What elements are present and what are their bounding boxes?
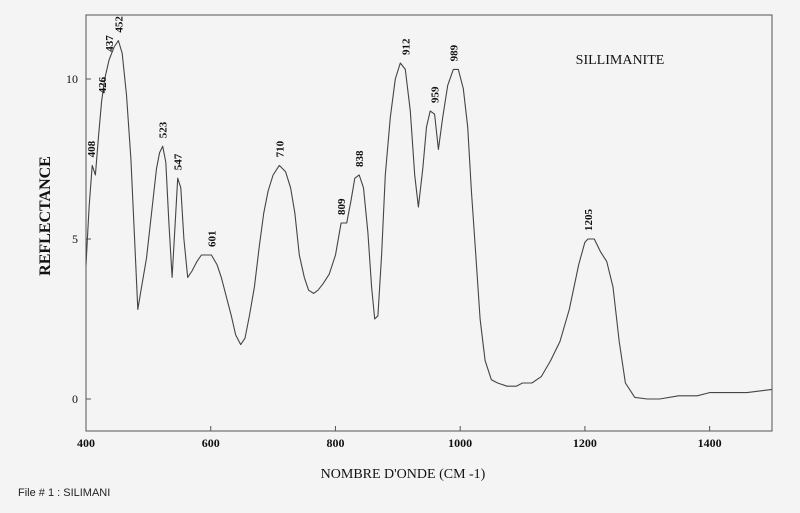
peak-label: 989 bbox=[448, 44, 460, 61]
x-tick-label: 600 bbox=[202, 436, 220, 450]
peak-label: 408 bbox=[86, 140, 98, 157]
x-tick-label: 1200 bbox=[573, 436, 597, 450]
peak-label: 523 bbox=[158, 121, 170, 138]
peak-label: 1205 bbox=[583, 209, 595, 232]
x-axis-ticks: 400 600 800 1000 1200 1400 bbox=[77, 426, 722, 450]
y-tick-label: 10 bbox=[66, 72, 78, 86]
peak-label: 437 bbox=[104, 35, 116, 52]
plot-frame bbox=[85, 14, 773, 432]
x-tick-label: 1000 bbox=[448, 436, 472, 450]
file-footer: File # 1 : SILIMANI bbox=[18, 487, 111, 499]
peak-label: 710 bbox=[274, 140, 286, 157]
peak-label: 547 bbox=[173, 153, 185, 170]
x-tick-label: 1400 bbox=[698, 436, 722, 450]
x-tick-label: 400 bbox=[77, 436, 95, 450]
peak-label: 452 bbox=[113, 16, 125, 33]
x-axis-label: NOMBRE D'ONDE (CM -1) bbox=[321, 467, 486, 482]
peak-label: 959 bbox=[430, 86, 442, 103]
peak-annotations: 408 426 437 452 523 547 601 710 809 838 912 959 989 1… bbox=[86, 16, 595, 247]
y-axis-label: REFLECTANCE bbox=[37, 156, 54, 276]
peak-label: 426 bbox=[97, 76, 109, 93]
y-tick-label: 0 bbox=[72, 392, 78, 406]
peak-label: 912 bbox=[400, 38, 412, 55]
peak-label: 601 bbox=[206, 231, 218, 248]
peak-label: 809 bbox=[336, 198, 348, 215]
x-tick-label: 800 bbox=[326, 436, 344, 450]
series-line bbox=[85, 40, 773, 400]
peak-label: 838 bbox=[354, 150, 366, 167]
chart-title: SILLIMANITE bbox=[576, 53, 665, 68]
y-axis-ticks: 0 5 10 bbox=[66, 72, 91, 406]
y-tick-label: 5 bbox=[72, 232, 78, 246]
